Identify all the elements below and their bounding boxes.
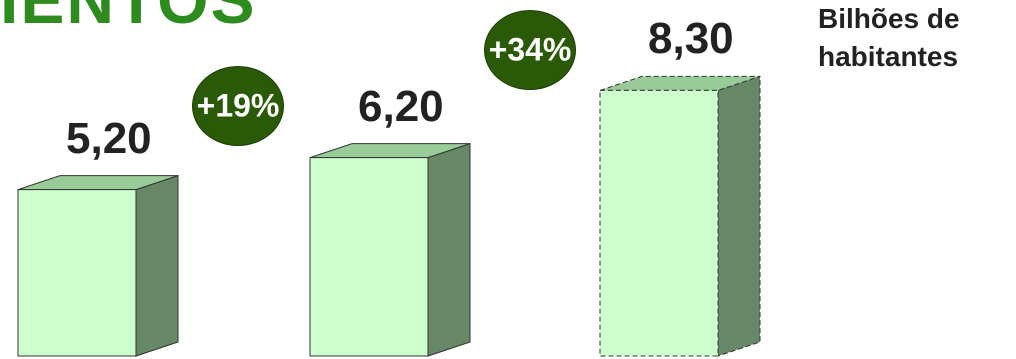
bar-3 (599, 75, 761, 357)
growth-badge-2: +34% (484, 10, 576, 90)
badge-oval (484, 10, 576, 90)
bar-side (427, 142, 471, 357)
badge-oval (192, 66, 284, 146)
value-label-1: 5,20 (66, 113, 152, 163)
value-label-3: 8,30 (648, 14, 734, 64)
bar-top (599, 75, 761, 91)
bar-2 (309, 142, 471, 357)
bar-front (17, 189, 137, 357)
bar-side (135, 174, 179, 357)
bar-front (599, 89, 719, 357)
growth-badge-1: +19% (192, 66, 284, 146)
bar-side (717, 75, 761, 357)
bar-front (309, 157, 429, 357)
unit-label: Bilhões de habitantes (818, 0, 960, 76)
value-label-2: 6,20 (358, 81, 444, 131)
growth-label-2: +34% (488, 31, 572, 68)
unit-label-line2: habitantes (818, 41, 959, 72)
page-title: IENTOS (0, 0, 257, 37)
growth-label-1: +19% (196, 87, 280, 124)
bar-1 (17, 174, 179, 357)
unit-label-line1: Bilhões de (818, 3, 960, 34)
